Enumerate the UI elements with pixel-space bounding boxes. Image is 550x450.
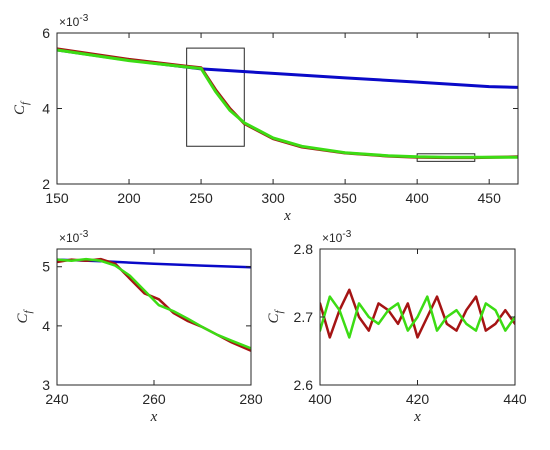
y-tick-label: 2: [42, 176, 50, 192]
series-line-green: [57, 48, 518, 159]
axis-exponent: ×10-3: [59, 13, 89, 29]
chart-panel-3: 400 420 440 2.6 2.7 2.8 ×10-3 x Cf: [266, 229, 527, 425]
x-tick-label: 350: [333, 190, 357, 206]
y-axis-label: Cf: [266, 309, 285, 324]
x-axis-label: x: [413, 409, 421, 425]
x-tick-label: 240: [45, 391, 69, 407]
series-line-green: [320, 295, 515, 339]
y-tick-label: 2.8: [294, 241, 314, 257]
y-tick-label: 2.6: [294, 377, 314, 393]
y-tick-label: 4: [42, 101, 50, 117]
chart-panel-1: 150 200 250 300 350 400 450 2 4 6 ×10-3 x Cf: [12, 13, 519, 224]
x-tick-label: 150: [45, 190, 69, 206]
chart-panel-2: 240 260 280 3 4 5 ×10-3 x Cf: [15, 229, 263, 425]
series-line-blue: [57, 48, 518, 89]
x-tick-label: 200: [117, 190, 141, 206]
y-tick-label: 4: [42, 318, 50, 334]
x-tick-label: 420: [406, 391, 430, 407]
series-line-red: [320, 288, 515, 339]
x-tick-label: 260: [142, 391, 166, 407]
axis-exponent: ×10-3: [322, 229, 352, 245]
x-axis-label: x: [150, 409, 158, 425]
plot-frame: [56, 248, 252, 386]
axis-exponent: ×10-3: [59, 229, 89, 245]
x-tick-label: 400: [405, 190, 429, 206]
zoom-box-1: [186, 47, 245, 147]
y-axis-label: Cf: [15, 309, 34, 324]
x-tick-label: 450: [478, 190, 502, 206]
series-line-green: [57, 257, 251, 350]
y-tick-label: 3: [42, 377, 50, 393]
x-tick-label: 400: [308, 391, 332, 407]
x-tick-label: 280: [239, 391, 263, 407]
y-tick-label: 2.7: [294, 309, 314, 325]
x-tick-label: 440: [503, 391, 527, 407]
y-tick-label: 6: [42, 25, 50, 41]
y-tick-label: 5: [42, 259, 50, 275]
x-tick-label: 300: [261, 190, 285, 206]
x-tick-label: 250: [189, 190, 213, 206]
x-axis-label: x: [283, 208, 291, 224]
y-axis-label: Cf: [12, 100, 31, 115]
